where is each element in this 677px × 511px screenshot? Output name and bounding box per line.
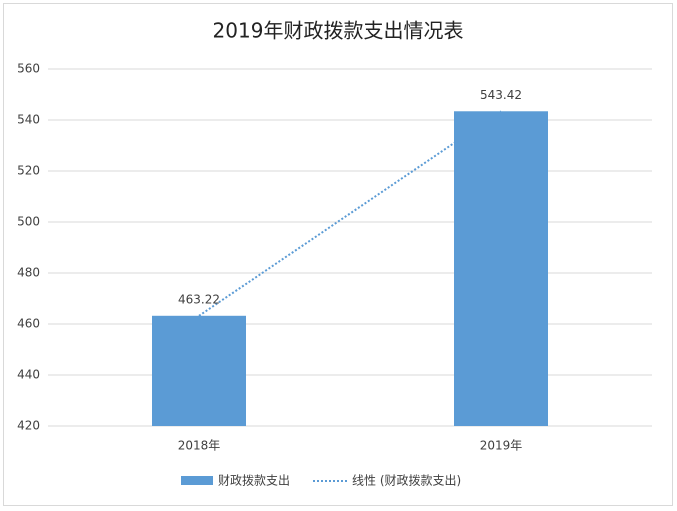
legend-label: 线性 (财政拨款支出) xyxy=(352,474,461,488)
y-tick-label: 540 xyxy=(17,113,40,127)
y-tick-label: 460 xyxy=(17,317,40,331)
legend-label: 财政拨款支出 xyxy=(218,474,290,488)
x-tick-label: 2019年 xyxy=(480,439,523,453)
chart-title: 2019年财政拨款支出情况表 xyxy=(213,19,464,43)
x-tick-label: 2018年 xyxy=(178,439,221,453)
y-tick-label: 520 xyxy=(17,164,40,178)
y-tick-label: 560 xyxy=(17,62,40,76)
legend-swatch xyxy=(181,476,213,485)
value-label: 463.22 xyxy=(178,292,220,306)
y-tick-label: 500 xyxy=(17,215,40,229)
trendline xyxy=(198,110,502,317)
y-tick-label: 420 xyxy=(17,419,40,433)
y-tick-label: 440 xyxy=(17,368,40,382)
y-tick-label: 480 xyxy=(17,266,40,280)
value-label: 543.42 xyxy=(480,88,522,102)
bar xyxy=(454,111,548,427)
bar xyxy=(152,315,246,426)
chart-border xyxy=(3,3,673,506)
